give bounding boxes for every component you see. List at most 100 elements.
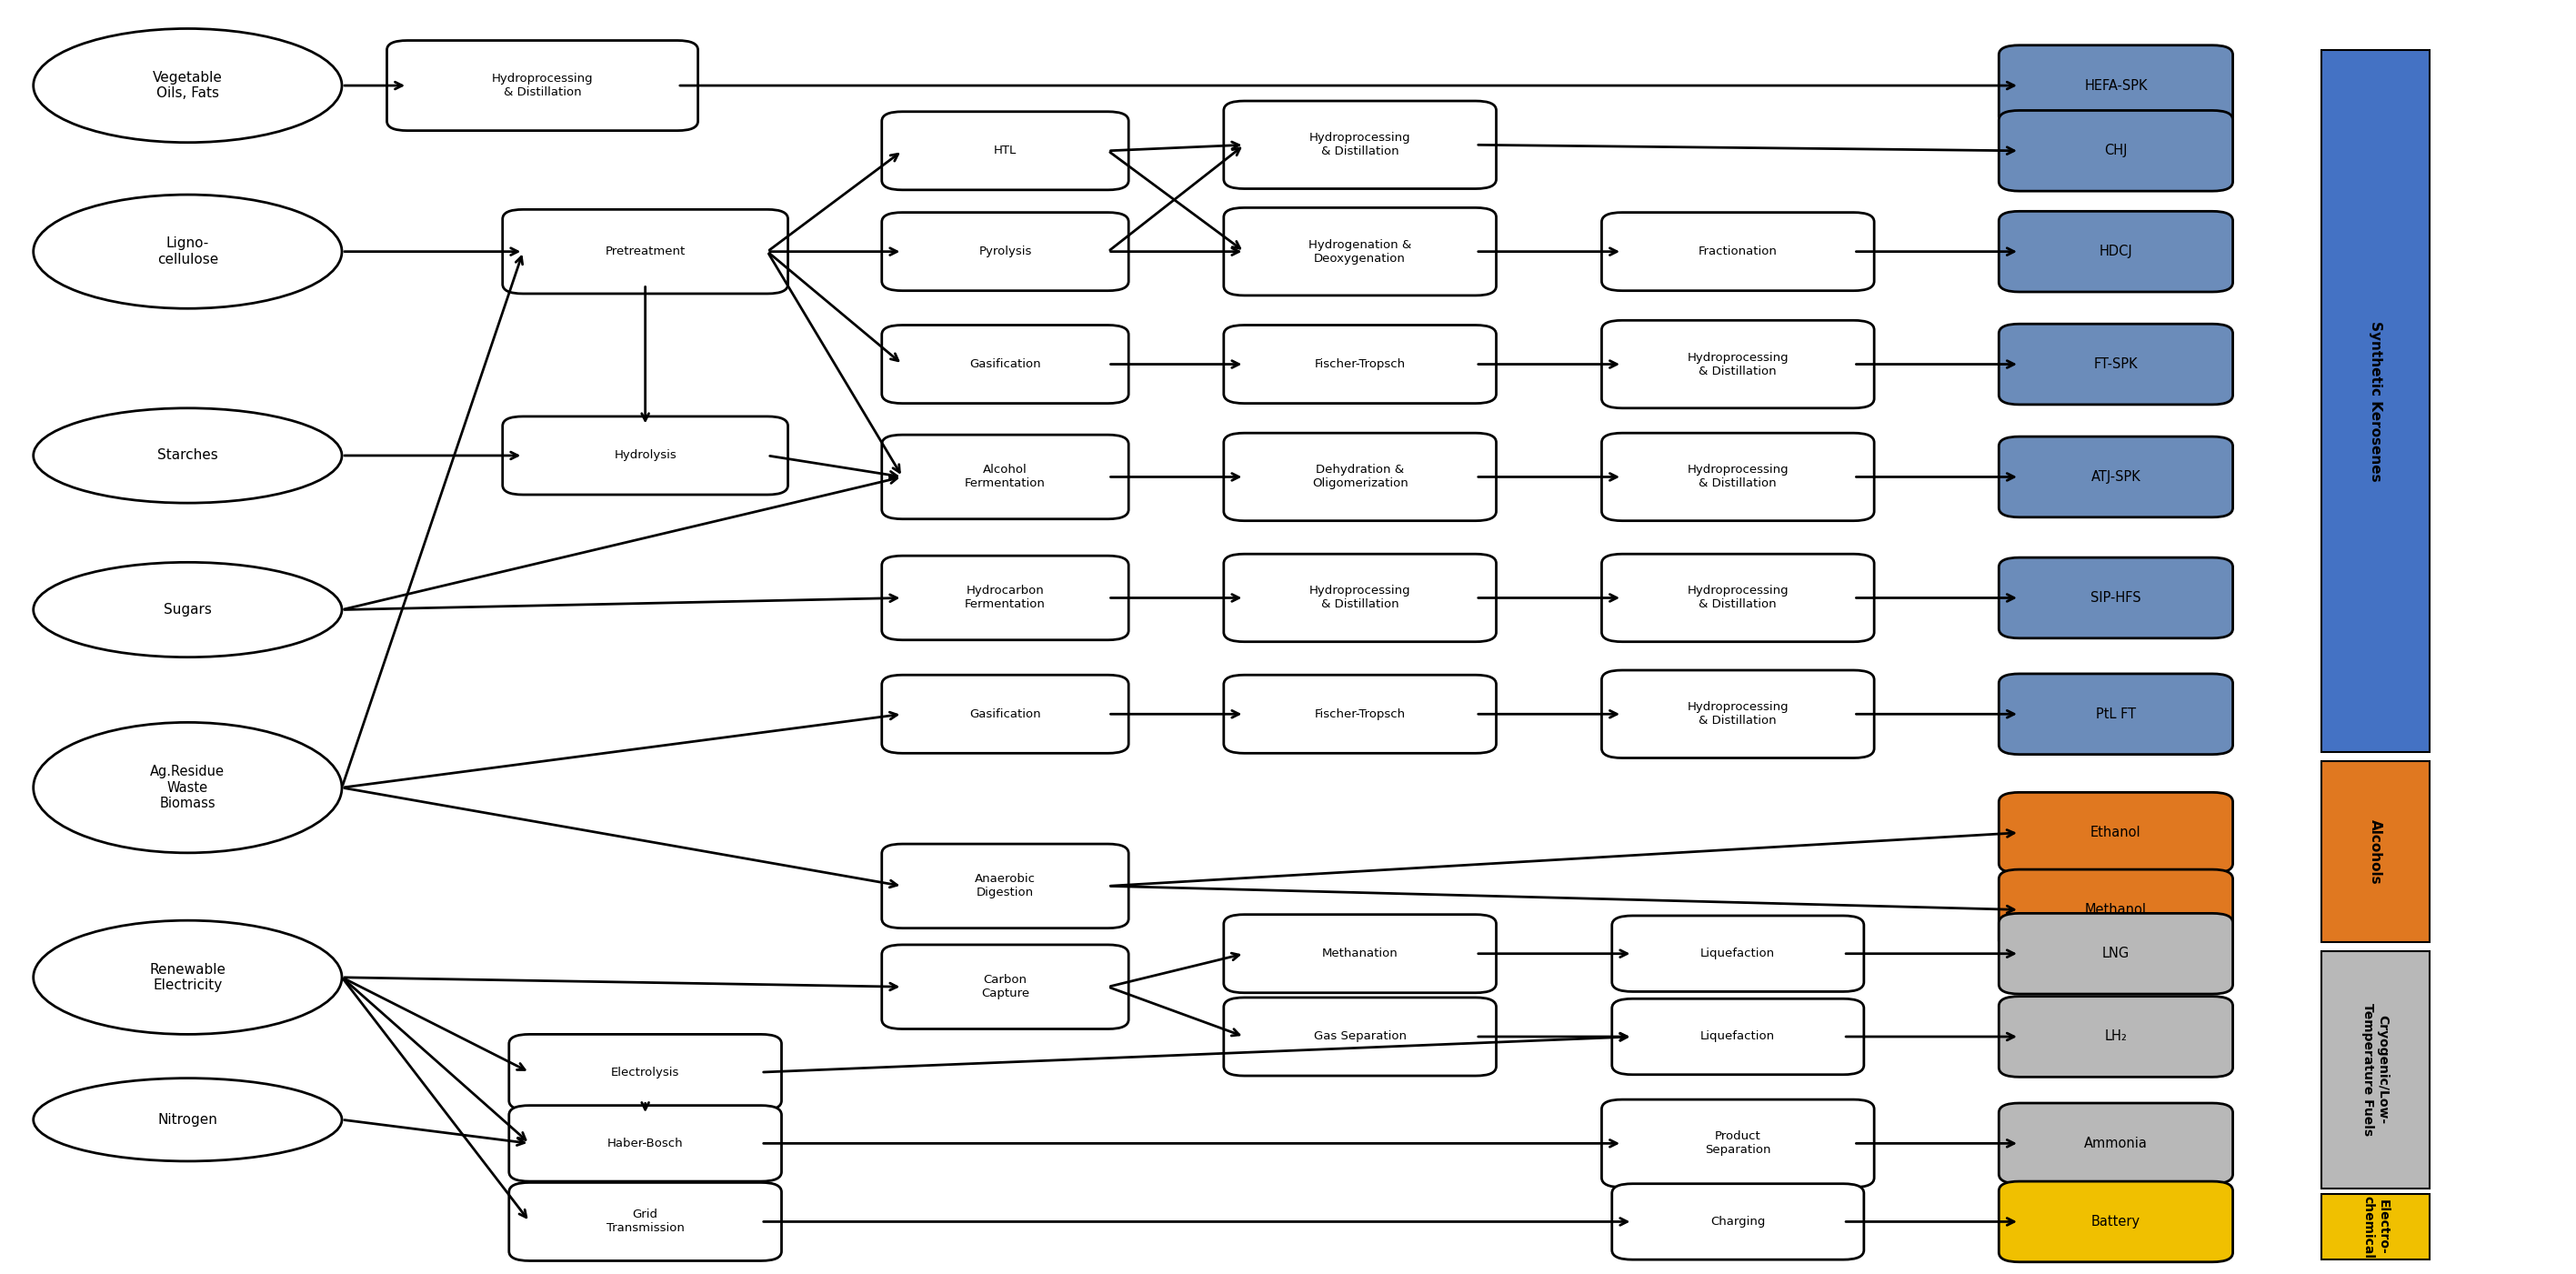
Text: FT-SPK: FT-SPK [2094, 358, 2138, 371]
Text: Grid
Transmission: Grid Transmission [605, 1209, 685, 1235]
Text: Hydroprocessing
& Distillation: Hydroprocessing & Distillation [1309, 585, 1412, 610]
FancyBboxPatch shape [1999, 324, 2233, 405]
FancyBboxPatch shape [881, 434, 1128, 519]
Text: Dehydration &
Oligomerization: Dehydration & Oligomerization [1311, 464, 1409, 489]
FancyBboxPatch shape [1224, 101, 1497, 189]
FancyBboxPatch shape [1999, 913, 2233, 994]
FancyBboxPatch shape [1999, 437, 2233, 517]
Text: Pretreatment: Pretreatment [605, 246, 685, 257]
Text: SIP-HFS: SIP-HFS [2092, 591, 2141, 605]
Text: Gasification: Gasification [969, 708, 1041, 720]
FancyBboxPatch shape [2321, 952, 2429, 1189]
Ellipse shape [33, 1078, 343, 1161]
Text: Charging: Charging [1710, 1215, 1765, 1228]
FancyBboxPatch shape [1224, 325, 1497, 404]
FancyBboxPatch shape [1602, 670, 1875, 758]
Text: Gas Separation: Gas Separation [1314, 1031, 1406, 1042]
FancyBboxPatch shape [881, 843, 1128, 929]
FancyBboxPatch shape [881, 213, 1128, 290]
Ellipse shape [33, 408, 343, 503]
FancyBboxPatch shape [1999, 45, 2233, 126]
FancyBboxPatch shape [881, 675, 1128, 753]
Text: Ammonia: Ammonia [2084, 1136, 2148, 1150]
Text: CHJ: CHJ [2105, 144, 2128, 158]
Ellipse shape [33, 195, 343, 308]
Text: Vegetable
Oils, Fats: Vegetable Oils, Fats [152, 71, 222, 101]
FancyBboxPatch shape [510, 1106, 781, 1181]
Text: Methanol: Methanol [2084, 903, 2146, 916]
FancyBboxPatch shape [1999, 1181, 2233, 1263]
FancyBboxPatch shape [1224, 915, 1497, 992]
Text: Electro-
chemical: Electro- chemical [2362, 1195, 2391, 1259]
Text: Gasification: Gasification [969, 358, 1041, 371]
FancyBboxPatch shape [881, 555, 1128, 640]
FancyBboxPatch shape [1224, 208, 1497, 296]
Text: PtL FT: PtL FT [2097, 707, 2136, 721]
FancyBboxPatch shape [1602, 554, 1875, 642]
FancyBboxPatch shape [1602, 320, 1875, 408]
Text: Renewable
Electricity: Renewable Electricity [149, 963, 227, 992]
Text: Methanation: Methanation [1321, 948, 1399, 959]
FancyBboxPatch shape [1999, 111, 2233, 191]
FancyBboxPatch shape [502, 417, 788, 494]
FancyBboxPatch shape [1224, 554, 1497, 642]
FancyBboxPatch shape [1613, 1184, 1865, 1260]
Text: HEFA-SPK: HEFA-SPK [2084, 79, 2148, 92]
FancyBboxPatch shape [1999, 674, 2233, 754]
Text: Liquefaction: Liquefaction [1700, 948, 1775, 959]
Text: LH₂: LH₂ [2105, 1029, 2128, 1043]
FancyBboxPatch shape [1999, 211, 2233, 292]
Text: Carbon
Capture: Carbon Capture [981, 975, 1030, 1000]
FancyBboxPatch shape [510, 1182, 781, 1261]
Ellipse shape [33, 920, 343, 1034]
Text: Hydroprocessing
& Distillation: Hydroprocessing & Distillation [1687, 585, 1788, 610]
Text: Hydroprocessing
& Distillation: Hydroprocessing & Distillation [492, 73, 592, 98]
FancyBboxPatch shape [1999, 869, 2233, 950]
FancyBboxPatch shape [386, 41, 698, 131]
Text: Electrolysis: Electrolysis [611, 1066, 680, 1078]
Text: Sugars: Sugars [165, 603, 211, 617]
FancyBboxPatch shape [1224, 998, 1497, 1075]
FancyBboxPatch shape [1602, 213, 1875, 290]
FancyBboxPatch shape [1224, 675, 1497, 753]
FancyBboxPatch shape [881, 325, 1128, 404]
Ellipse shape [33, 562, 343, 657]
Text: Synthetic Kerosenes: Synthetic Kerosenes [2370, 321, 2383, 482]
Text: HDCJ: HDCJ [2099, 245, 2133, 259]
Text: Battery: Battery [2092, 1215, 2141, 1228]
Text: Anaerobic
Digestion: Anaerobic Digestion [974, 873, 1036, 898]
Ellipse shape [33, 28, 343, 143]
Text: Haber-Bosch: Haber-Bosch [608, 1138, 683, 1149]
Text: Hydroprocessing
& Distillation: Hydroprocessing & Distillation [1687, 702, 1788, 726]
Text: Fischer-Tropsch: Fischer-Tropsch [1314, 358, 1406, 371]
FancyBboxPatch shape [1999, 792, 2233, 873]
Text: Pyrolysis: Pyrolysis [979, 246, 1033, 257]
FancyBboxPatch shape [1999, 1103, 2233, 1184]
Text: Fractionation: Fractionation [1698, 246, 1777, 257]
Text: Hydrogenation &
Deoxygenation: Hydrogenation & Deoxygenation [1309, 238, 1412, 264]
FancyBboxPatch shape [1613, 916, 1865, 991]
FancyBboxPatch shape [1999, 996, 2233, 1077]
Text: HTL: HTL [994, 145, 1018, 157]
FancyBboxPatch shape [881, 112, 1128, 190]
Text: Cryogenic/Low-
Temperature Fuels: Cryogenic/Low- Temperature Fuels [2362, 1004, 2391, 1136]
Text: ATJ-SPK: ATJ-SPK [2092, 470, 2141, 484]
FancyBboxPatch shape [2321, 762, 2429, 941]
Text: Nitrogen: Nitrogen [157, 1113, 216, 1126]
FancyBboxPatch shape [2321, 1195, 2429, 1260]
Text: Product
Separation: Product Separation [1705, 1130, 1770, 1156]
FancyBboxPatch shape [2321, 50, 2429, 752]
Text: LNG: LNG [2102, 947, 2130, 961]
Text: Hydroprocessing
& Distillation: Hydroprocessing & Distillation [1687, 352, 1788, 377]
Text: Fischer-Tropsch: Fischer-Tropsch [1314, 708, 1406, 720]
FancyBboxPatch shape [881, 945, 1128, 1029]
Text: Alcohols: Alcohols [2370, 819, 2383, 884]
FancyBboxPatch shape [1999, 558, 2233, 638]
Text: Ag.Residue
Waste
Biomass: Ag.Residue Waste Biomass [149, 764, 224, 810]
FancyBboxPatch shape [502, 209, 788, 294]
Text: Ligno-
cellulose: Ligno- cellulose [157, 237, 219, 266]
Text: Liquefaction: Liquefaction [1700, 1031, 1775, 1042]
Text: Hydrocarbon
Fermentation: Hydrocarbon Fermentation [966, 585, 1046, 610]
Text: Ethanol: Ethanol [2092, 826, 2141, 840]
FancyBboxPatch shape [1224, 433, 1497, 521]
